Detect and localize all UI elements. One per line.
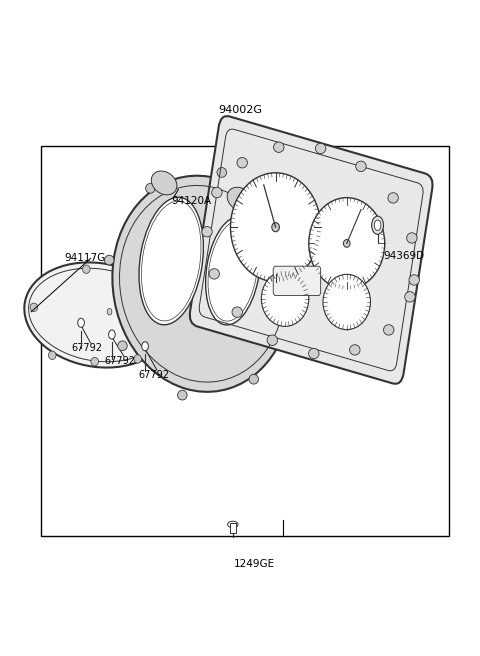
- Ellipse shape: [30, 303, 37, 312]
- Ellipse shape: [261, 271, 309, 327]
- Ellipse shape: [139, 197, 204, 325]
- Ellipse shape: [178, 390, 187, 400]
- Ellipse shape: [272, 222, 279, 232]
- Ellipse shape: [105, 255, 114, 265]
- Ellipse shape: [356, 161, 366, 172]
- Text: 67792: 67792: [138, 370, 169, 380]
- Ellipse shape: [237, 157, 247, 168]
- Ellipse shape: [205, 216, 260, 325]
- Ellipse shape: [91, 358, 98, 366]
- Ellipse shape: [228, 521, 238, 527]
- Ellipse shape: [374, 220, 381, 230]
- Ellipse shape: [388, 193, 398, 203]
- Text: 94120A: 94120A: [171, 195, 211, 206]
- Ellipse shape: [217, 167, 227, 177]
- Ellipse shape: [24, 262, 171, 367]
- Ellipse shape: [349, 344, 360, 355]
- Ellipse shape: [108, 330, 115, 339]
- Bar: [41, 146, 449, 536]
- Text: 94117G: 94117G: [64, 253, 106, 264]
- Ellipse shape: [78, 318, 84, 327]
- Text: 1249GE: 1249GE: [234, 559, 275, 569]
- Ellipse shape: [118, 341, 127, 351]
- Ellipse shape: [232, 307, 242, 318]
- Text: 67792: 67792: [105, 356, 136, 365]
- FancyBboxPatch shape: [190, 116, 432, 384]
- Ellipse shape: [160, 316, 168, 324]
- FancyBboxPatch shape: [273, 266, 321, 295]
- Ellipse shape: [290, 302, 300, 312]
- Ellipse shape: [405, 292, 415, 302]
- Ellipse shape: [315, 143, 326, 154]
- Ellipse shape: [384, 325, 394, 335]
- Ellipse shape: [274, 142, 284, 152]
- Ellipse shape: [343, 239, 350, 247]
- Ellipse shape: [230, 173, 321, 281]
- Ellipse shape: [277, 217, 287, 227]
- Ellipse shape: [267, 335, 277, 346]
- Ellipse shape: [409, 275, 420, 285]
- Ellipse shape: [134, 355, 142, 363]
- Text: 94002G: 94002G: [218, 105, 262, 115]
- Ellipse shape: [212, 188, 222, 197]
- Ellipse shape: [407, 233, 417, 243]
- Ellipse shape: [249, 375, 258, 384]
- Ellipse shape: [112, 176, 292, 392]
- Ellipse shape: [309, 348, 319, 359]
- Ellipse shape: [323, 274, 371, 329]
- Ellipse shape: [209, 269, 219, 279]
- Text: 94369D: 94369D: [383, 251, 424, 261]
- Ellipse shape: [107, 308, 112, 315]
- Ellipse shape: [309, 197, 384, 289]
- Ellipse shape: [372, 216, 384, 234]
- Ellipse shape: [151, 171, 177, 195]
- Ellipse shape: [142, 342, 148, 351]
- Ellipse shape: [227, 187, 253, 211]
- Ellipse shape: [202, 226, 212, 237]
- Ellipse shape: [48, 351, 56, 359]
- Ellipse shape: [83, 265, 90, 274]
- Ellipse shape: [145, 184, 155, 193]
- Bar: [230, 523, 236, 533]
- Text: 67792: 67792: [72, 342, 103, 352]
